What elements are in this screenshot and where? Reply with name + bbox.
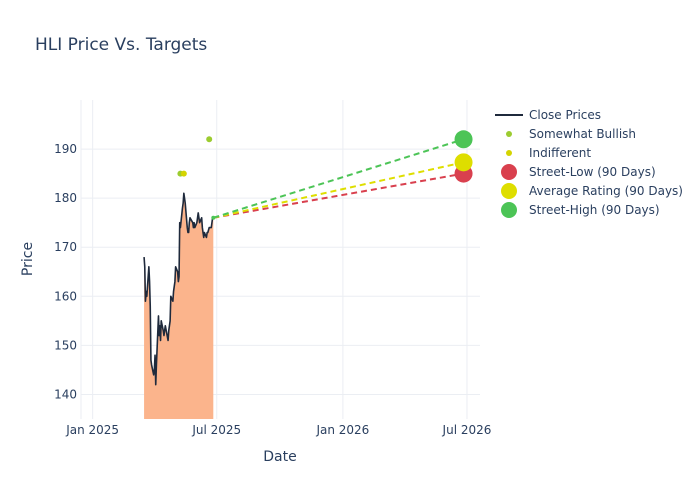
x-tick-label: Jan 2025 bbox=[65, 423, 119, 437]
legend-label: Average Rating (90 Days) bbox=[529, 184, 683, 198]
y-tick-label: 190 bbox=[54, 142, 77, 156]
series-lines bbox=[143, 138, 464, 386]
x-tick-label: Jul 2026 bbox=[442, 423, 492, 437]
legend-item: Indifferent bbox=[506, 146, 591, 160]
y-tick-label: 140 bbox=[54, 387, 77, 401]
y-tick-label: 160 bbox=[54, 289, 77, 303]
legend-item: Close Prices bbox=[495, 108, 601, 122]
close-price-area bbox=[144, 193, 214, 419]
legend-label: Somewhat Bullish bbox=[529, 127, 636, 141]
legend-label: Close Prices bbox=[529, 108, 601, 122]
target-line bbox=[213, 161, 464, 219]
target-start-marker bbox=[211, 215, 216, 220]
close-price-line bbox=[143, 192, 214, 386]
legend-swatch-marker bbox=[506, 150, 512, 156]
axis-ticks: 140 150 160 170 180 190 Jan 2025 Jul 2025 Jan 20… bbox=[54, 142, 491, 437]
close-price-fill bbox=[144, 193, 214, 419]
legend-item: Street-Low (90 Days) bbox=[501, 164, 656, 180]
legend-label: Indifferent bbox=[529, 146, 591, 160]
target-line bbox=[213, 138, 464, 219]
legend-swatch-marker bbox=[501, 164, 517, 180]
target-marker bbox=[454, 130, 473, 149]
y-tick-label: 170 bbox=[54, 240, 77, 254]
x-tick-label: Jan 2026 bbox=[315, 423, 369, 437]
y-tick-label: 150 bbox=[54, 338, 77, 352]
legend-item: Average Rating (90 Days) bbox=[501, 183, 683, 199]
legend: Close Prices Somewhat Bullish Indifferent S… bbox=[495, 108, 683, 218]
x-axis-title: Date bbox=[263, 449, 296, 465]
legend-swatch-marker bbox=[501, 202, 517, 218]
legend-swatch-marker bbox=[506, 131, 512, 137]
series-markers bbox=[177, 130, 473, 220]
y-axis-title: Price bbox=[20, 242, 36, 276]
chart-title: HLI Price Vs. Targets bbox=[35, 35, 207, 55]
legend-label: Street-Low (90 Days) bbox=[529, 165, 656, 179]
grid bbox=[80, 100, 480, 419]
legend-item: Somewhat Bullish bbox=[506, 127, 636, 141]
target-marker bbox=[454, 153, 473, 172]
target-line bbox=[213, 172, 464, 219]
rating-marker bbox=[206, 136, 213, 143]
legend-item: Street-High (90 Days) bbox=[501, 202, 660, 218]
x-tick-label: Jul 2025 bbox=[191, 423, 241, 437]
legend-swatch-marker bbox=[501, 183, 517, 199]
rating-marker bbox=[180, 170, 187, 177]
y-tick-label: 180 bbox=[54, 191, 77, 205]
legend-label: Street-High (90 Days) bbox=[529, 203, 660, 217]
